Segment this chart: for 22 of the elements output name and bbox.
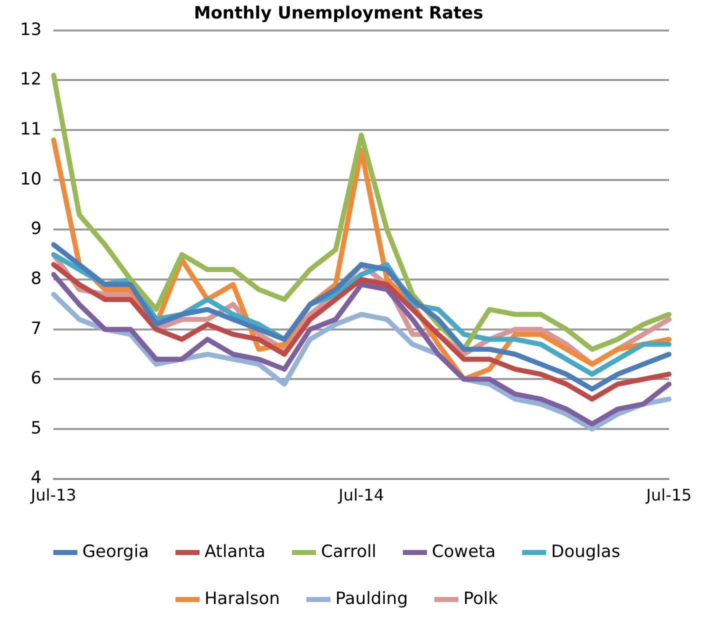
legend-label: Paulding bbox=[335, 588, 408, 609]
y-tick-label: 11 bbox=[20, 119, 42, 140]
y-tick-label: 10 bbox=[20, 169, 42, 190]
legend-label: Douglas bbox=[551, 542, 620, 562]
x-tick-label: Jul-15 bbox=[645, 486, 692, 505]
x-tick-label: Jul-14 bbox=[338, 486, 384, 505]
y-tick-label: 12 bbox=[20, 70, 42, 90]
y-tick-label: 6 bbox=[30, 368, 42, 389]
legend-label: Haralson bbox=[204, 588, 280, 609]
y-tick-label: 8 bbox=[30, 268, 42, 289]
chart-title: Monthly Unemployment Rates bbox=[194, 4, 484, 24]
legend-label: Polk bbox=[463, 588, 498, 609]
legend-label: Atlanta bbox=[204, 542, 266, 562]
legend-label: Coweta bbox=[432, 542, 496, 562]
x-tick-label: Jul-13 bbox=[30, 486, 76, 505]
y-tick-label: 4 bbox=[30, 468, 42, 488]
y-tick-label: 7 bbox=[30, 318, 42, 339]
y-tick-label: 5 bbox=[30, 418, 42, 438]
y-tick-label: 9 bbox=[30, 219, 42, 240]
y-tick-label: 13 bbox=[20, 20, 42, 40]
legend-label: Georgia bbox=[82, 542, 149, 562]
legend-label: Carroll bbox=[320, 542, 376, 562]
